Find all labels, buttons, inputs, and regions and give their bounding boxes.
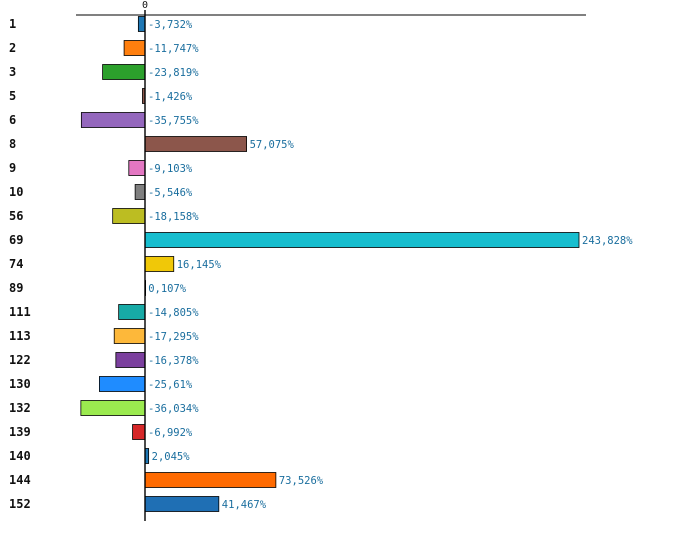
- value-label-139: -6,992%: [148, 427, 193, 439]
- category-label-56: 56: [9, 209, 23, 223]
- bar-1: [137, 16, 146, 32]
- value-label-69: 243,828%: [582, 235, 633, 247]
- value-label-8: 57,075%: [250, 139, 295, 151]
- value-label-144: 73,526%: [279, 475, 324, 487]
- category-label-3: 3: [9, 65, 16, 79]
- category-label-111: 111: [9, 305, 31, 319]
- value-label-122: -16,378%: [148, 355, 199, 367]
- category-label-130: 130: [9, 377, 31, 391]
- value-label-10: -5,546%: [148, 187, 193, 199]
- value-label-9: -9,103%: [148, 163, 193, 175]
- category-label-113: 113: [9, 329, 31, 343]
- labels-layer: 1 -3,732% 2 -11,747% 3 -23,819% 5 -1,426% 6 -35,7…: [9, 17, 633, 511]
- category-label-122: 122: [9, 353, 31, 367]
- category-label-69: 69: [9, 233, 23, 247]
- category-label-89: 89: [9, 281, 23, 295]
- value-label-89: 0,107%: [148, 283, 187, 295]
- category-label-5: 5: [9, 89, 16, 103]
- value-label-3: -23,819%: [148, 67, 199, 79]
- bar-113: [113, 328, 146, 344]
- value-label-2: -11,747%: [148, 43, 199, 55]
- value-label-56: -18,158%: [148, 211, 199, 223]
- category-label-139: 139: [9, 425, 31, 439]
- bar-2: [123, 40, 146, 56]
- value-label-113: -17,295%: [148, 331, 199, 343]
- category-label-2: 2: [9, 41, 16, 55]
- category-label-144: 144: [9, 473, 31, 487]
- value-label-152: 41,467%: [222, 499, 267, 511]
- bar-69: [144, 232, 580, 248]
- value-label-111: -14,805%: [148, 307, 199, 319]
- bar-3: [102, 64, 146, 80]
- bar-9: [128, 160, 146, 176]
- value-label-140: 2,045%: [152, 451, 191, 463]
- category-label-74: 74: [9, 257, 23, 271]
- category-label-140: 140: [9, 449, 31, 463]
- bar-6: [80, 112, 146, 128]
- category-label-10: 10: [9, 185, 23, 199]
- bar-10: [134, 184, 146, 200]
- bar-152: [144, 496, 220, 512]
- bar-56: [112, 208, 146, 224]
- value-label-74: 16,145%: [177, 259, 222, 271]
- bar-122: [115, 352, 146, 368]
- bar-130: [99, 376, 146, 392]
- category-label-1: 1: [9, 17, 16, 31]
- bar-111: [118, 304, 146, 320]
- bar-74: [144, 256, 175, 272]
- bars-layer: [80, 16, 580, 512]
- value-label-6: -35,755%: [148, 115, 199, 127]
- value-label-1: -3,732%: [148, 19, 193, 31]
- bar-132: [80, 400, 146, 416]
- bar-144: [144, 472, 277, 488]
- bar-8: [144, 136, 247, 152]
- value-label-5: -1,426%: [148, 91, 193, 103]
- category-label-132: 132: [9, 401, 31, 415]
- value-label-132: -36,034%: [148, 403, 199, 415]
- category-label-152: 152: [9, 497, 31, 511]
- category-label-6: 6: [9, 113, 16, 127]
- category-label-8: 8: [9, 137, 16, 151]
- zero-tick-label: 0: [142, 0, 148, 11]
- category-label-9: 9: [9, 161, 16, 175]
- value-label-130: -25,61%: [148, 379, 193, 391]
- bar-139: [132, 424, 146, 440]
